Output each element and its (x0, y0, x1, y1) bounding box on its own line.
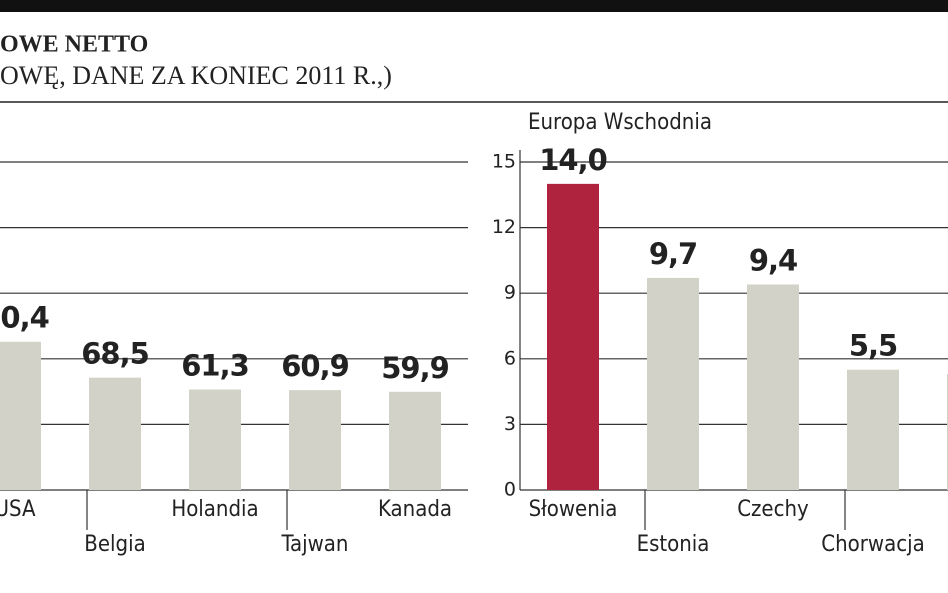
top-bar (0, 0, 948, 12)
bar (847, 369, 899, 490)
x-tick-label: Czechy (737, 497, 809, 522)
y-tick-label: 3 (504, 413, 516, 435)
value-label: 61,3 (181, 348, 249, 382)
x-tick-label: USA (0, 497, 36, 522)
bar (0, 341, 41, 490)
y-tick-label: 9 (504, 282, 516, 304)
value-label: 68,5 (81, 337, 149, 371)
value-label: 60,9 (281, 349, 349, 383)
x-tick-label: Chorwacja (821, 532, 924, 557)
bar (89, 377, 141, 490)
x-tick-label: Kanada (378, 497, 452, 522)
y-tick-label: 0 (504, 479, 516, 501)
y-tick-label: 15 (492, 151, 516, 173)
value-label: 90,4 (0, 301, 49, 335)
value-label: 14,0 (539, 143, 607, 177)
bar (747, 284, 799, 490)
y-tick-label: 6 (504, 347, 516, 369)
x-tick-label: Holandia (171, 497, 258, 522)
x-tick-label: Estonia (637, 532, 710, 557)
bar (647, 277, 699, 490)
chart-title: OWE NETTO (0, 32, 148, 58)
x-tick-label: Tajwan (281, 532, 349, 557)
value-label: 59,9 (381, 351, 449, 385)
chart-subtitle: OWĘ, DANE ZA KONIEC 2011 R.,) (0, 61, 392, 90)
value-label: 5,5 (849, 329, 897, 363)
bar (189, 389, 241, 490)
value-label: 9,7 (649, 237, 697, 271)
bar (289, 390, 341, 490)
value-label: 9,4 (749, 243, 797, 277)
bar (389, 391, 441, 490)
x-tick-label: Belgia (84, 532, 145, 557)
y-tick-label: 12 (492, 216, 516, 238)
x-tick-label: Słowenia (529, 497, 618, 522)
bar (547, 183, 599, 490)
panel-title: Europa Wschodnia (528, 110, 712, 135)
